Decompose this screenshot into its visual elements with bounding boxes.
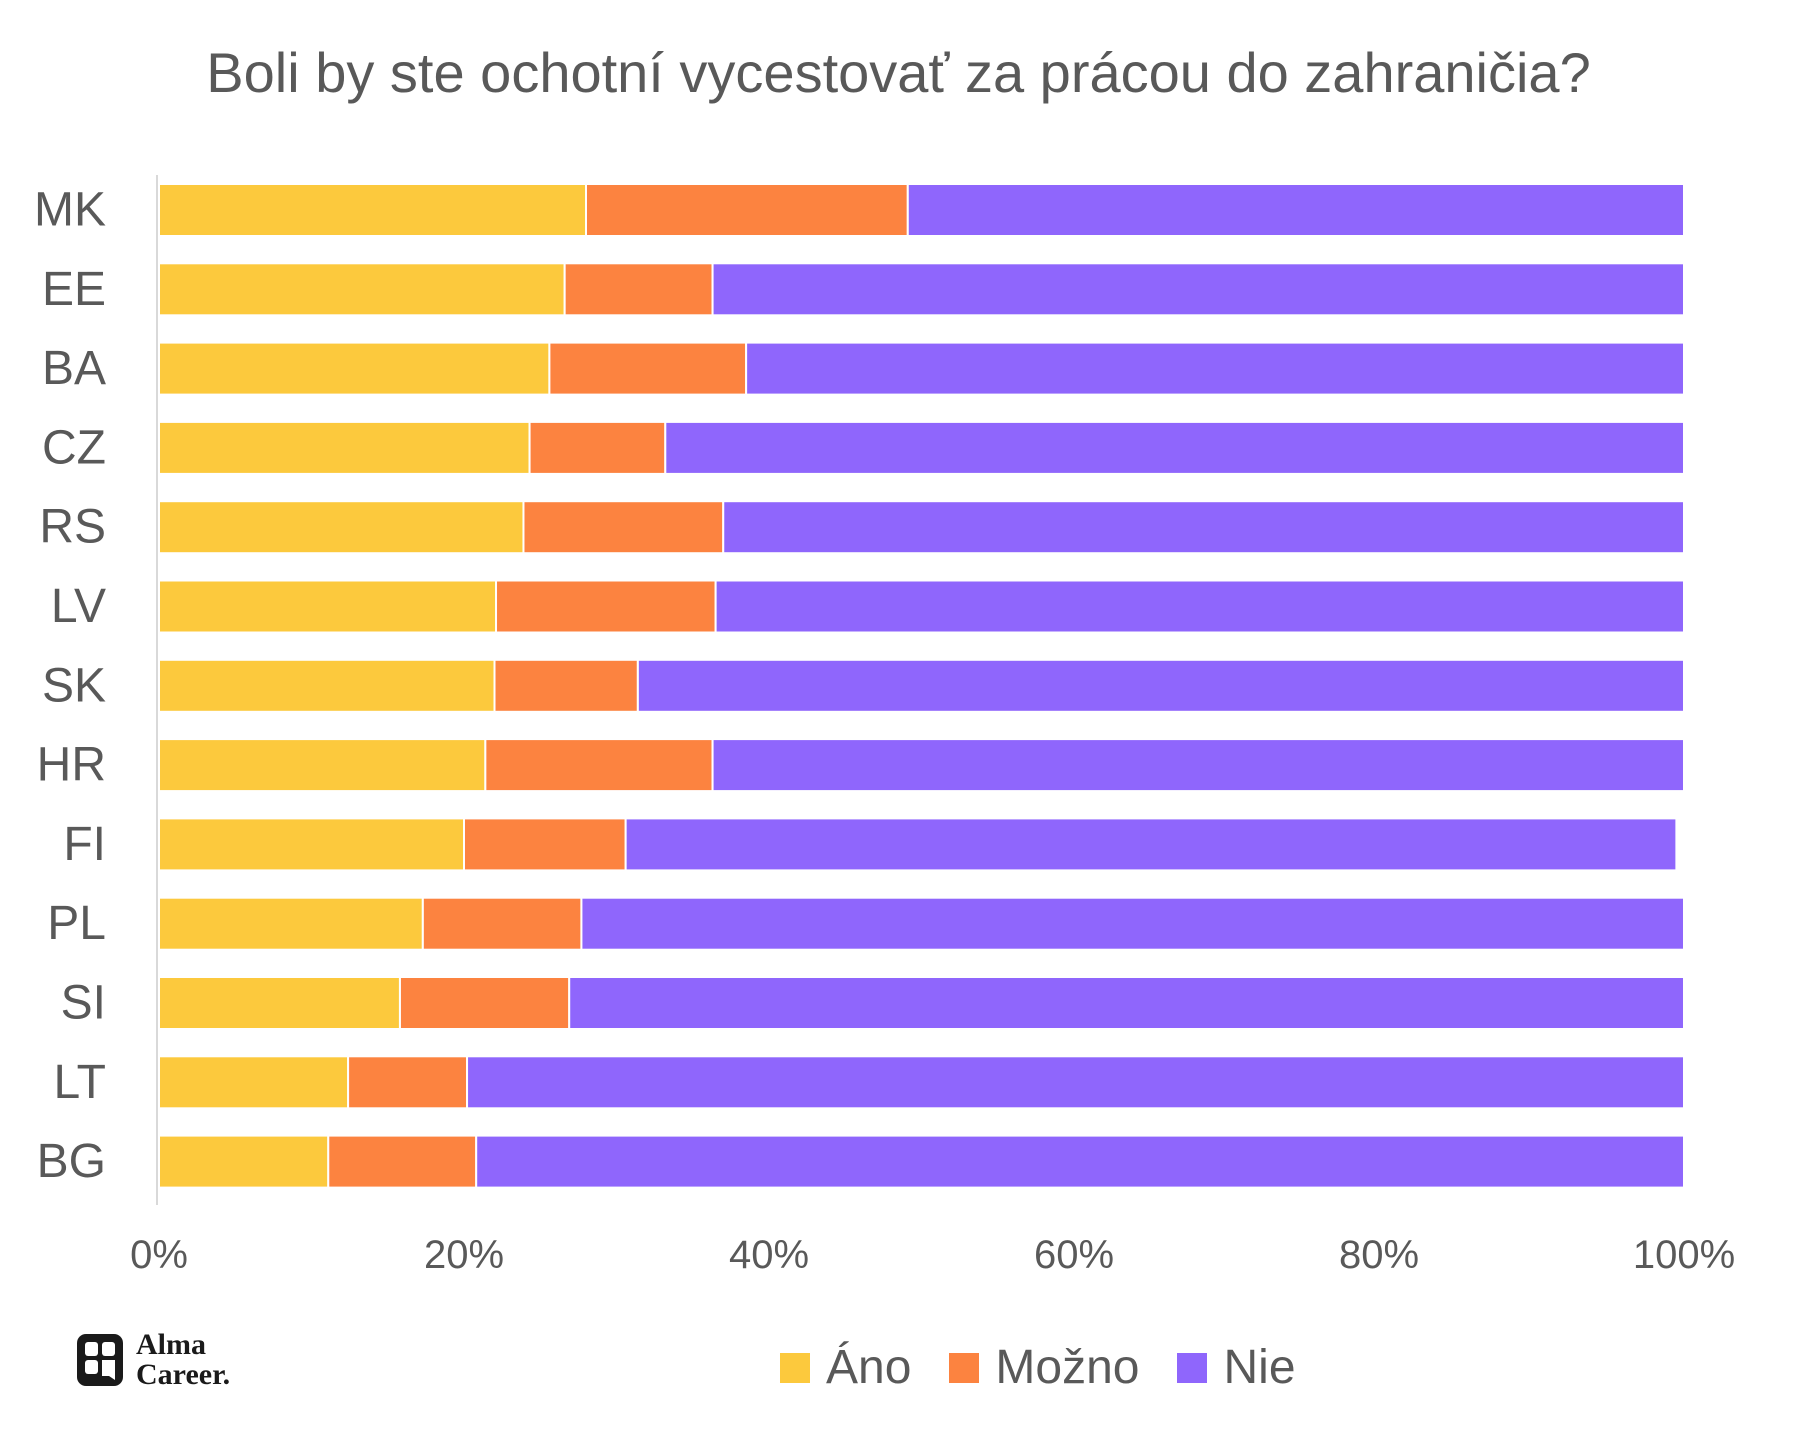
bar-rs-series-0 xyxy=(158,500,525,555)
category-label-ee: EE xyxy=(42,263,106,316)
bar-sk-series-0 xyxy=(158,658,496,713)
bar-fi-series-1 xyxy=(463,817,627,872)
category-label-pl: PL xyxy=(47,897,106,950)
bar-hr-series-2 xyxy=(711,738,1685,793)
category-label-hr: HR xyxy=(37,739,106,792)
x-axis-ticks: 0% 20% 40% 60% 80% 100% xyxy=(130,1233,1735,1277)
category-label-sk: SK xyxy=(42,659,106,712)
x-tick-label: 0% xyxy=(130,1233,188,1277)
bar-cz-series-2 xyxy=(664,420,1685,475)
legend-item: Nie xyxy=(1177,1340,1296,1395)
bar-ba-series-0 xyxy=(158,341,551,396)
bar-hr-series-1 xyxy=(484,738,714,793)
bar-pl-series-1 xyxy=(421,896,583,951)
legend-label: Nie xyxy=(1223,1341,1296,1394)
legend-swatch xyxy=(1177,1352,1208,1383)
category-label-fi: FI xyxy=(63,818,106,871)
bar-lv-series-1 xyxy=(495,579,717,634)
category-label-ba: BA xyxy=(42,342,106,395)
bar-lv-series-2 xyxy=(714,579,1685,634)
bar-si-series-0 xyxy=(158,976,401,1030)
logo-line-2: Career. xyxy=(136,1358,231,1391)
bar-lv-series-0 xyxy=(158,579,498,634)
category-label-lt: LT xyxy=(54,1056,106,1109)
category-label-lv: LV xyxy=(51,580,106,633)
legend-item: Možno xyxy=(949,1340,1139,1395)
legend-swatch xyxy=(780,1352,810,1383)
x-tick-label: 100% xyxy=(1633,1233,1735,1277)
bar-lt-series-1 xyxy=(347,1055,469,1110)
bar-pl-series-0 xyxy=(158,896,424,951)
bars-group xyxy=(158,183,1686,1189)
alma-career-logo-text: Alma Career. xyxy=(136,1330,230,1390)
category-label-rs: RS xyxy=(39,501,106,554)
bar-ee-series-2 xyxy=(711,262,1685,317)
bar-mk-series-0 xyxy=(158,183,587,237)
bar-rs-series-2 xyxy=(722,500,1685,555)
bar-bg-series-0 xyxy=(158,1134,330,1189)
alma-career-logo-icon xyxy=(77,1334,123,1386)
bar-fi-series-2 xyxy=(624,817,1678,872)
x-tick-label: 60% xyxy=(1034,1233,1114,1277)
category-label-mk: MK xyxy=(34,184,106,237)
bar-ba-series-1 xyxy=(548,341,748,396)
bar-hr-series-0 xyxy=(158,738,487,793)
x-tick-label: 80% xyxy=(1339,1233,1419,1277)
bar-mk-series-2 xyxy=(906,183,1685,237)
bar-sk-series-2 xyxy=(636,658,1685,713)
bar-ba-series-2 xyxy=(745,341,1685,396)
bar-lt-series-0 xyxy=(158,1055,350,1110)
bar-sk-series-1 xyxy=(493,658,639,713)
x-tick-label: 20% xyxy=(424,1233,504,1277)
logo-line-1: Alma xyxy=(136,1328,206,1361)
bar-si-series-1 xyxy=(398,976,571,1030)
bar-rs-series-1 xyxy=(522,500,725,555)
legend-label: Áno xyxy=(826,1341,912,1394)
legend-label: Možno xyxy=(995,1341,1140,1394)
bar-ee-series-1 xyxy=(563,262,714,317)
chart-title: Boli by ste ochotní vycestovať za prácou… xyxy=(206,41,1591,104)
bar-si-series-2 xyxy=(568,976,1685,1030)
bar-bg-series-1 xyxy=(327,1134,478,1189)
bar-pl-series-2 xyxy=(580,896,1685,951)
category-labels: MK EE BA CZ RS LV SK HR FI PL SI LT BG xyxy=(34,184,106,1189)
alma-career-logo: Alma Career. xyxy=(74,1330,230,1390)
category-label-bg: BG xyxy=(37,1135,106,1188)
x-tick-label: 40% xyxy=(729,1233,809,1277)
bar-cz-series-1 xyxy=(528,420,667,475)
bar-bg-series-2 xyxy=(475,1134,1686,1189)
category-label-cz: CZ xyxy=(42,421,106,474)
legend-item: Áno xyxy=(780,1340,911,1395)
legend-swatch xyxy=(949,1352,980,1383)
bar-mk-series-1 xyxy=(585,183,909,237)
bar-ee-series-0 xyxy=(158,262,566,317)
bar-cz-series-0 xyxy=(158,420,531,475)
bar-fi-series-0 xyxy=(158,817,465,872)
category-label-si: SI xyxy=(61,977,106,1030)
legend: Áno Možno Nie xyxy=(780,1340,1296,1395)
bar-lt-series-2 xyxy=(466,1055,1685,1110)
